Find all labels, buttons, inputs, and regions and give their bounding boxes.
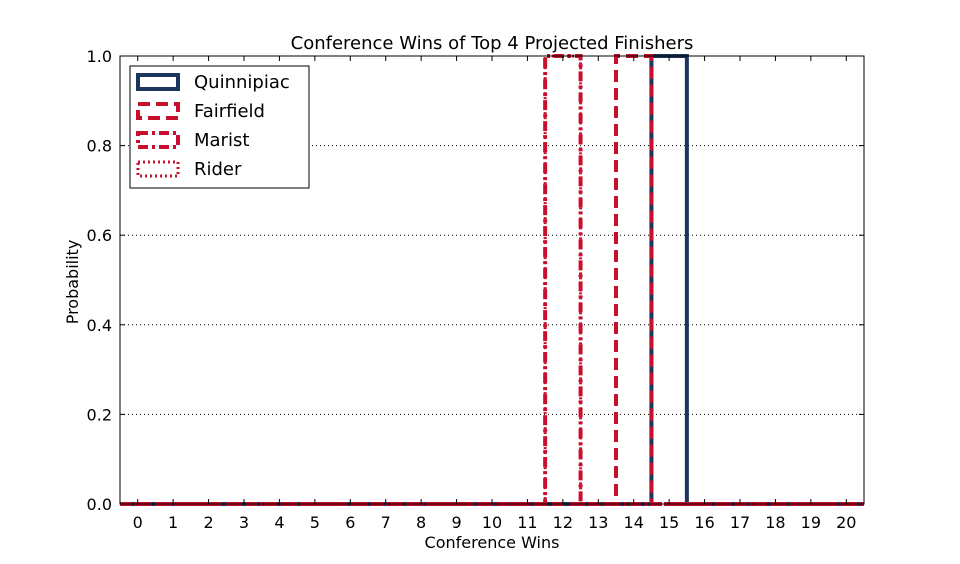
y-tick-label: 1.0: [87, 47, 112, 66]
y-tick-label: 0.0: [87, 495, 112, 514]
x-tick-label: 3: [239, 513, 249, 532]
y-tick-label: 0.8: [87, 137, 112, 156]
legend-label-marist: Marist: [194, 130, 249, 151]
legend-swatch-fairfield: [136, 102, 180, 120]
y-axis-label: Probability: [63, 240, 82, 325]
x-tick-label: 15: [659, 513, 679, 532]
legend-box: [129, 65, 310, 189]
y-tick-label: 0.6: [87, 226, 112, 245]
x-tick-label: 17: [730, 513, 750, 532]
legend-swatch-marist: [136, 131, 180, 149]
x-tick-label: 7: [381, 513, 391, 532]
x-tick-label: 11: [517, 513, 537, 532]
x-tick-label: 9: [451, 513, 461, 532]
x-tick-label: 19: [801, 513, 821, 532]
legend-label-fairfield: Fairfield: [194, 101, 265, 122]
y-tick-label: 0.2: [87, 405, 112, 424]
x-axis-label: Conference Wins: [425, 533, 560, 552]
x-tick-label: 14: [624, 513, 644, 532]
chart-title: Conference Wins of Top 4 Projected Finis…: [291, 33, 694, 54]
x-tick-label: 8: [416, 513, 426, 532]
x-tick-label: 2: [203, 513, 213, 532]
x-tick-label: 10: [482, 513, 502, 532]
x-tick-label: 16: [694, 513, 714, 532]
x-tick-label: 4: [274, 513, 284, 532]
y-tick-label: 0.4: [87, 316, 112, 335]
legend-swatch-rider: [136, 160, 180, 178]
x-tick-label: 18: [765, 513, 785, 532]
legend-label-rider: Rider: [194, 159, 242, 180]
ticks-layer: 0.00.20.40.60.81.00 1 2 3 4 5 6 7 8 9 10 11 12 13 14 15…: [87, 47, 864, 532]
legend: Quinnipiac Fairfield Marist Rider: [129, 65, 310, 189]
x-tick-label: 5: [310, 513, 320, 532]
x-tick-label: 1: [168, 513, 178, 532]
legend-swatch-quinnipiac: [136, 73, 180, 91]
x-tick-label: 6: [345, 513, 355, 532]
x-tick-label: 12: [553, 513, 573, 532]
x-tick-label: 13: [588, 513, 608, 532]
x-tick-label: 20: [836, 513, 856, 532]
x-tick-label: 0: [133, 513, 143, 532]
legend-label-quinnipiac: Quinnipiac: [194, 72, 290, 93]
